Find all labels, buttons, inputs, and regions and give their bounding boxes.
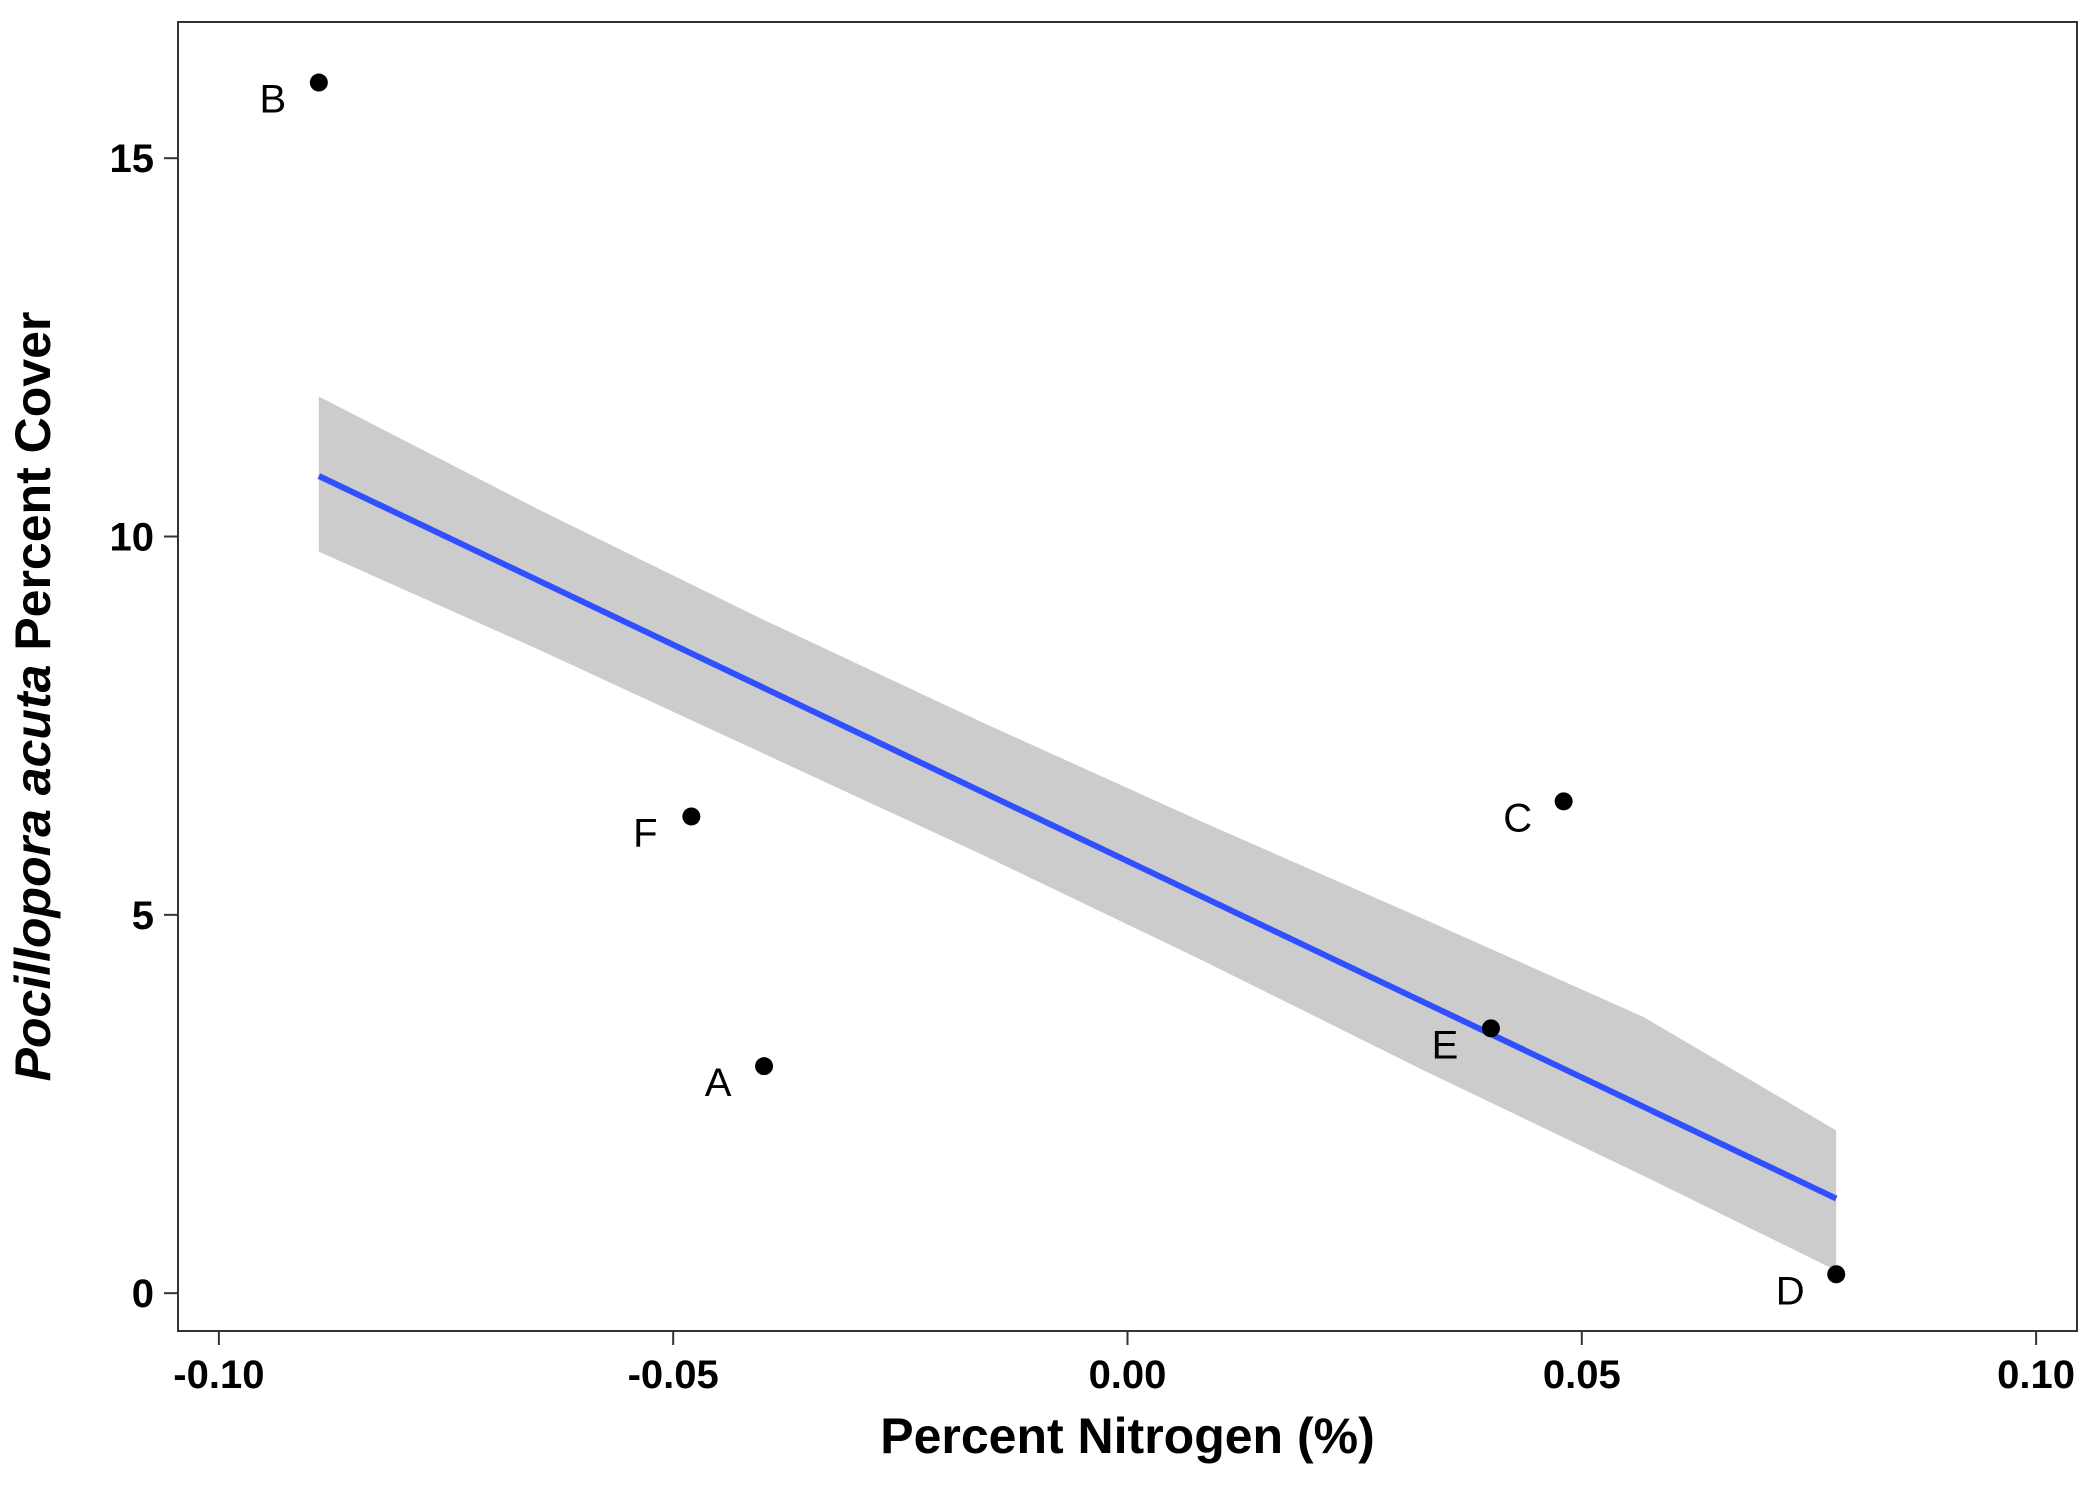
plot-content: A B C D E F <box>259 73 1846 1313</box>
regression-line <box>317 473 1838 1202</box>
x-axis-title: Percent Nitrogen (%) <box>880 1408 1375 1464</box>
point-label-b: B <box>259 78 286 122</box>
data-point-e <box>1481 1019 1500 1038</box>
y-axis-title-italic: Pocillopora acuta <box>5 665 61 1082</box>
confidence-band <box>318 396 1837 1271</box>
point-label-c: C <box>1503 796 1532 840</box>
y-axis-title: Pocillopora acuta Percent Cover <box>5 312 61 1082</box>
y-tick-label: 0 <box>132 1272 154 1316</box>
y-axis-title-rest: Percent Cover <box>5 312 61 665</box>
data-point-d <box>1827 1265 1846 1284</box>
x-tick-label: -0.10 <box>173 1353 264 1397</box>
data-point-a <box>755 1057 774 1076</box>
data-point-f <box>682 807 701 826</box>
point-label-a: A <box>705 1061 732 1105</box>
data-point-c <box>1554 792 1573 811</box>
x-tick-label: 0.05 <box>1543 1353 1621 1397</box>
y-tick-label: 5 <box>132 894 154 938</box>
x-axis: -0.10 -0.05 0.00 0.05 0.10 <box>173 1331 2075 1397</box>
data-point-b <box>309 73 328 92</box>
point-label-e: E <box>1432 1023 1459 1067</box>
point-label-f: F <box>633 811 657 855</box>
x-tick-label: 0.00 <box>1089 1353 1167 1397</box>
point-label-d: D <box>1776 1269 1805 1313</box>
y-tick-label: 15 <box>110 137 155 181</box>
x-tick-label: -0.05 <box>628 1353 719 1397</box>
y-tick-label: 10 <box>110 516 155 560</box>
x-tick-label: 0.10 <box>1997 1353 2075 1397</box>
y-axis: 0 5 10 15 <box>110 137 178 1316</box>
